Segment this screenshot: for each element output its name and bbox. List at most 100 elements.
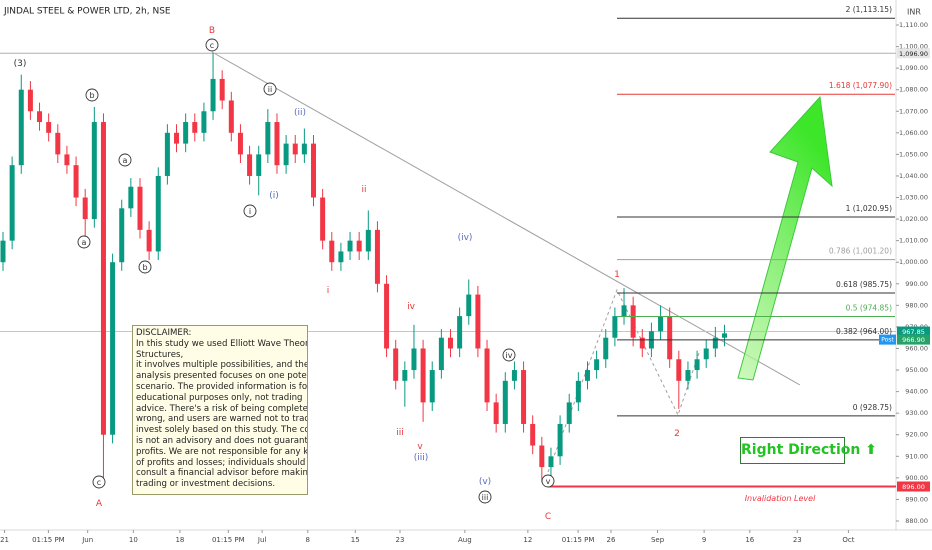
candle-body (256, 154, 262, 176)
candle-body (292, 143, 298, 155)
wave-label: i (249, 207, 251, 216)
wave-circle (85, 88, 99, 102)
y-tick-label: 1,100.00 (899, 43, 928, 51)
last-price-tag: 967.85 (902, 328, 925, 336)
wave-label: 1 (614, 270, 620, 280)
x-tick-label: 23 (396, 536, 405, 544)
candle-body (603, 337, 609, 360)
candle-body (37, 111, 43, 123)
y-tick-label: 1,010.00 (899, 237, 928, 245)
candle-body (594, 359, 600, 371)
disclaimer-line: of profits and losses; individuals shoul… (136, 457, 306, 468)
disclaimer-line: is not an advisory and does not guarante… (136, 435, 308, 446)
candle-body (301, 143, 307, 155)
wave-label: B (209, 26, 215, 36)
candle-body (475, 294, 481, 349)
y-tick-label: 1,050.00 (899, 150, 928, 158)
candle-body (703, 348, 709, 360)
post-price-tag-box (897, 334, 930, 345)
x-tick-label: 01:15 PM (212, 536, 245, 544)
candle-body (356, 240, 362, 252)
candle-body (429, 370, 435, 403)
y-tick-label: 1,040.00 (899, 172, 928, 180)
wave-circle (138, 260, 152, 274)
candle-body (64, 154, 70, 166)
candle-body (210, 78, 216, 112)
y-tick-label: 980.00 (905, 301, 928, 309)
candle-body (347, 240, 353, 252)
candle-body (46, 122, 52, 133)
x-tick-label: 8 (306, 536, 310, 544)
x-tick-label: Jul (257, 536, 267, 544)
y-tick-label: 880.00 (905, 517, 928, 525)
candle-body (466, 294, 472, 317)
y-tick-label: 950.00 (905, 366, 928, 374)
y-tick-label: 910.00 (905, 452, 928, 460)
candle-body (612, 316, 618, 338)
callout: Right Direction ⬆ (740, 437, 877, 464)
x-tick-label: Aug (458, 536, 472, 544)
wave-label: A (96, 499, 103, 509)
candle-body (274, 122, 280, 166)
candle-body (100, 122, 106, 435)
candle-body (530, 423, 536, 446)
candle-body (457, 316, 463, 349)
candle-body (639, 337, 645, 349)
y-tick-label: 1,000.00 (899, 258, 928, 266)
fib-label: 0.5 (974.85) (846, 303, 892, 312)
disclaimer: DISCLAIMER: In this study we used Elliott… (132, 325, 308, 495)
wave-path (547, 288, 701, 473)
candle-body (164, 132, 170, 176)
y-tick-label: 1,080.00 (899, 86, 928, 94)
disclaimer-line: profits. We are not responsible for any … (136, 446, 308, 457)
candle-body (91, 122, 97, 220)
post-price-tag: 966.90 (902, 336, 925, 344)
wave-label: iv (506, 351, 513, 360)
wave-label: i (327, 286, 330, 296)
wave-circle (478, 490, 492, 504)
candle-body (721, 333, 727, 338)
fib-label: 1.618 (1,077.90) (829, 81, 892, 90)
invalidation-label: Invalidation Level (745, 494, 816, 503)
post-badge: Post (881, 337, 894, 344)
x-tick-label: Sep (651, 536, 665, 544)
candle-body (219, 78, 225, 101)
candle-body (575, 380, 581, 403)
x-tick-label: 9 (702, 536, 706, 544)
candle-body (338, 251, 344, 263)
wave-circle (205, 38, 219, 52)
wave-label: a (82, 238, 87, 247)
wave-circle (263, 82, 277, 96)
candle-body (667, 316, 673, 360)
disclaimer-line: advice. There's a risk of being complete… (136, 403, 308, 414)
x-tick-label: 16 (745, 536, 754, 544)
candle-body (265, 122, 271, 155)
candle-body (384, 283, 390, 349)
y-tick-label: 900.00 (905, 474, 928, 482)
candle-body (493, 402, 499, 424)
candle-body (584, 370, 590, 381)
candle-body (448, 337, 453, 349)
candle-body (0, 240, 6, 263)
disclaimer-line: Structures, (136, 349, 184, 360)
trendline (211, 51, 801, 386)
candle-body (329, 240, 335, 263)
x-tick-label: 23 (793, 536, 802, 544)
wave-circle (92, 475, 106, 489)
candle-body (237, 132, 243, 155)
candle-body (548, 456, 554, 468)
candle-body (420, 348, 426, 403)
fib-label: 0.618 (985.75) (836, 280, 892, 289)
candle-body (511, 370, 517, 381)
candle-body (685, 370, 691, 381)
wave-label: (3) (14, 59, 27, 69)
x-tick-label: 15 (351, 536, 360, 544)
wave-label: ii (361, 185, 366, 195)
disclaimer-line: scenario. The provided information is fo… (136, 381, 308, 392)
y-tick-label: 960.00 (905, 344, 928, 352)
y-tick-label: 920.00 (905, 431, 928, 439)
x-tick-label: Oct (842, 536, 854, 544)
candle-body (539, 445, 545, 468)
wave-label: (iii) (414, 453, 429, 463)
